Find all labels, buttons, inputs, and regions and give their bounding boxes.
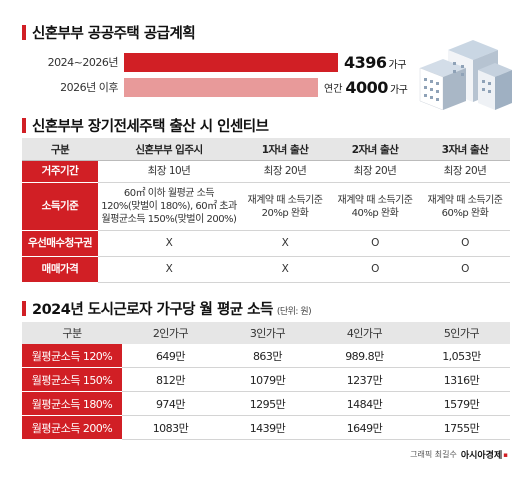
table-cell: 974만 [122, 391, 219, 416]
table-row: 우선매수청구권 X X O O [22, 230, 510, 257]
column-header: 1자녀 출산 [240, 138, 330, 161]
credit-footer: 그래픽 최길수 아시아경제 ▪ [410, 448, 508, 461]
row-header: 소득기준 [22, 182, 98, 231]
bar-label: 2026년 이후 [60, 81, 118, 94]
column-header: 2인가구 [122, 322, 219, 344]
table-row: 월평균소득 200% 1083만 1439만 1649만 1755만 [22, 415, 510, 440]
table-cell: 1484만 [316, 391, 413, 416]
table-cell: 60㎡ 이하 월평균 소득 120%(맞벌이 180%), 60㎡ 초과 월평균… [98, 182, 240, 231]
incentive-table: 구분 신혼부부 입주시 1자녀 출산 2자녀 출산 3자녀 출산 거주기간 최장… [22, 138, 510, 283]
income-table: 구분 2인가구 3인가구 4인가구 5인가구 월평균소득 120% 649만 8… [22, 322, 510, 440]
table-cell: X [98, 256, 240, 283]
apartment-building-illustration [419, 40, 512, 110]
column-header: 구분 [22, 138, 98, 161]
column-header: 5인가구 [413, 322, 510, 344]
column-header: 신혼부부 입주시 [98, 138, 240, 161]
table-cell: 1079만 [219, 367, 316, 392]
table-row: 소득기준 60㎡ 이하 월평균 소득 120%(맞벌이 180%), 60㎡ 초… [22, 182, 510, 231]
table-cell: 최장 20년 [240, 160, 330, 183]
table-cell: 최장 20년 [420, 160, 510, 183]
bar-value: 4396 가구 [344, 52, 406, 72]
column-header: 4인가구 [316, 322, 413, 344]
supply-bar [124, 52, 338, 72]
brand-dot-icon: ▪ [503, 450, 508, 459]
row-header: 거주기간 [22, 160, 98, 183]
table-cell: 1083만 [122, 415, 219, 440]
table-cell: 최장 20년 [330, 160, 420, 183]
table-cell: O [330, 256, 420, 283]
table-cell: 863만 [219, 344, 316, 368]
table-cell: 재계약 때 소득기준 60%p 완화 [420, 182, 510, 231]
brand-logo: 아시아경제 [460, 451, 503, 461]
table-row: 매매가격 X X O O [22, 256, 510, 283]
table-cell: 989.8만 [316, 344, 413, 368]
table-cell: 1295만 [219, 391, 316, 416]
row-header: 매매가격 [22, 256, 98, 283]
table-cell: 최장 10년 [98, 160, 240, 183]
bar-prefix: 연간 [324, 83, 343, 95]
bar-value: 4000 가구 [345, 77, 408, 97]
row-header: 월평균소득 150% [22, 367, 122, 392]
table-row: 월평균소득 180% 974만 1295만 1484만 1579만 [22, 391, 510, 416]
row-header: 월평균소득 120% [22, 344, 122, 368]
table-cell: 1,053만 [413, 344, 510, 368]
supply-bar-row-1: 2024~2026년 4396 가구 [22, 51, 406, 73]
column-header: 구분 [22, 322, 122, 344]
section1-title: 신혼부부 공공주택 공급계획 [22, 22, 196, 43]
table-row: 월평균소득 120% 649만 863만 989.8만 1,053만 [22, 344, 510, 368]
title-marker [22, 118, 26, 133]
table-row: 거주기간 최장 10년 최장 20년 최장 20년 최장 20년 [22, 160, 510, 183]
table-cell: X [240, 256, 330, 283]
row-header: 월평균소득 200% [22, 415, 122, 440]
row-header: 월평균소득 180% [22, 391, 122, 416]
table-cell: 재계약 때 소득기준 40%p 완화 [330, 182, 420, 231]
table-cell: 재계약 때 소득기준 20%p 완화 [240, 182, 330, 231]
section3-title: 2024년 도시근로자 가구당 월 평균 소득 (단위: 원) [22, 298, 312, 319]
table-cell: 649만 [122, 344, 219, 368]
table-cell: 1237만 [316, 367, 413, 392]
section2-title: 신혼부부 장기전세주택 출산 시 인센티브 [22, 115, 269, 136]
title-marker [22, 301, 26, 316]
table-cell: O [420, 230, 510, 257]
title-marker [22, 25, 26, 40]
table-cell: X [240, 230, 330, 257]
table-header-row: 구분 2인가구 3인가구 4인가구 5인가구 [22, 322, 510, 344]
column-header: 2자녀 출산 [330, 138, 420, 161]
table-cell: 1579만 [413, 391, 510, 416]
supply-bar [124, 77, 318, 97]
table-header-row: 구분 신혼부부 입주시 1자녀 출산 2자녀 출산 3자녀 출산 [22, 138, 510, 161]
row-header: 우선매수청구권 [22, 230, 98, 257]
table-cell: O [420, 256, 510, 283]
graphic-credit: 그래픽 최길수 [410, 450, 457, 459]
bar-label: 2024~2026년 [47, 56, 119, 69]
supply-bar-row-2: 2026년 이후 연간 4000 가구 [22, 76, 408, 98]
table-row: 월평균소득 150% 812만 1079만 1237만 1316만 [22, 367, 510, 392]
column-header: 3자녀 출산 [420, 138, 510, 161]
column-header: 3인가구 [219, 322, 316, 344]
unit-note: (단위: 원) [276, 306, 312, 317]
table-cell: O [330, 230, 420, 257]
table-cell: 812만 [122, 367, 219, 392]
table-cell: 1755만 [413, 415, 510, 440]
table-cell: 1439만 [219, 415, 316, 440]
table-cell: 1649만 [316, 415, 413, 440]
table-cell: 1316만 [413, 367, 510, 392]
table-cell: X [98, 230, 240, 257]
